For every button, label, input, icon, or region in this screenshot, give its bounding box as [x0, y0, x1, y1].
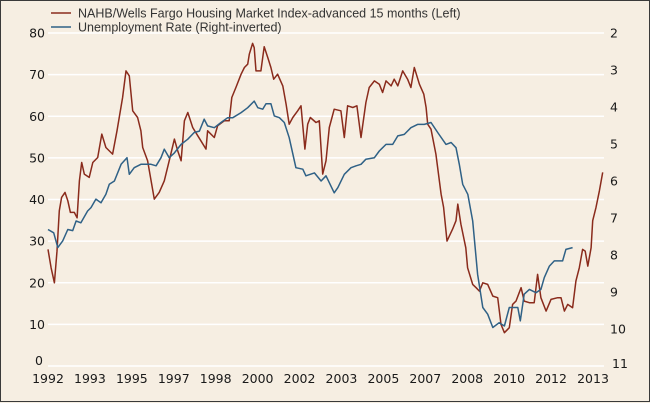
x-tick-label: 2003 [326, 371, 358, 386]
left-y-tick-label: 0 [35, 353, 43, 368]
x-tick-label: 1997 [158, 371, 190, 386]
x-tick-label: 2013 [577, 371, 609, 386]
x-tick-label: 2012 [535, 371, 567, 386]
x-tick-label: 1995 [116, 371, 148, 386]
right-y-tick-label: 6 [610, 174, 618, 189]
legend-label-unemployment: Unemployment Rate (Right-inverted) [78, 21, 282, 35]
left-y-axis: 0 10 20 30 40 50 60 70 80 [29, 26, 45, 369]
right-y-tick-label: 3 [610, 63, 618, 78]
right-y-tick-label: 8 [610, 248, 618, 263]
left-y-tick-label: 70 [29, 67, 45, 82]
x-tick-label: 1992 [32, 371, 64, 386]
x-tick-label: 2005 [367, 371, 399, 386]
left-y-tick-label: 50 [29, 150, 45, 165]
x-tick-label: 2007 [409, 371, 441, 386]
right-y-tick-label: 9 [610, 285, 618, 300]
x-tick-label: 2000 [242, 371, 274, 386]
x-tick-label: 1998 [200, 371, 232, 386]
right-y-axis: 2 3 4 5 6 7 8 9 10 11 [610, 26, 628, 372]
right-y-tick-label: 2 [610, 26, 618, 41]
left-y-tick-label: 30 [29, 234, 45, 249]
left-y-tick-label: 10 [29, 317, 45, 332]
housing-index-line [47, 42, 604, 334]
right-y-tick-label: 4 [610, 100, 618, 115]
x-tick-label: 1993 [74, 371, 106, 386]
left-y-tick-label: 80 [29, 26, 45, 41]
right-y-tick-label: 7 [610, 211, 618, 226]
x-tick-label: 2002 [284, 371, 316, 386]
unemployment-rate-line [47, 100, 573, 329]
right-y-tick-label: 5 [610, 137, 618, 152]
series-lines [47, 42, 604, 334]
right-y-tick-label: 10 [610, 322, 626, 337]
left-y-tick-label: 40 [29, 192, 45, 207]
x-tick-label: 2010 [493, 371, 525, 386]
x-axis: 1992 1993 1995 1997 1998 2000 2002 2003 2005 2007… [32, 371, 609, 386]
right-y-tick-label: 11 [612, 356, 628, 371]
x-tick-label: 2008 [451, 371, 483, 386]
left-y-tick-label: 60 [29, 109, 45, 124]
left-y-tick-label: 20 [29, 275, 45, 290]
legend: NAHB/Wells Fargo Housing Market Index-ad… [51, 7, 461, 35]
legend-label-housing-index: NAHB/Wells Fargo Housing Market Index-ad… [78, 7, 461, 21]
